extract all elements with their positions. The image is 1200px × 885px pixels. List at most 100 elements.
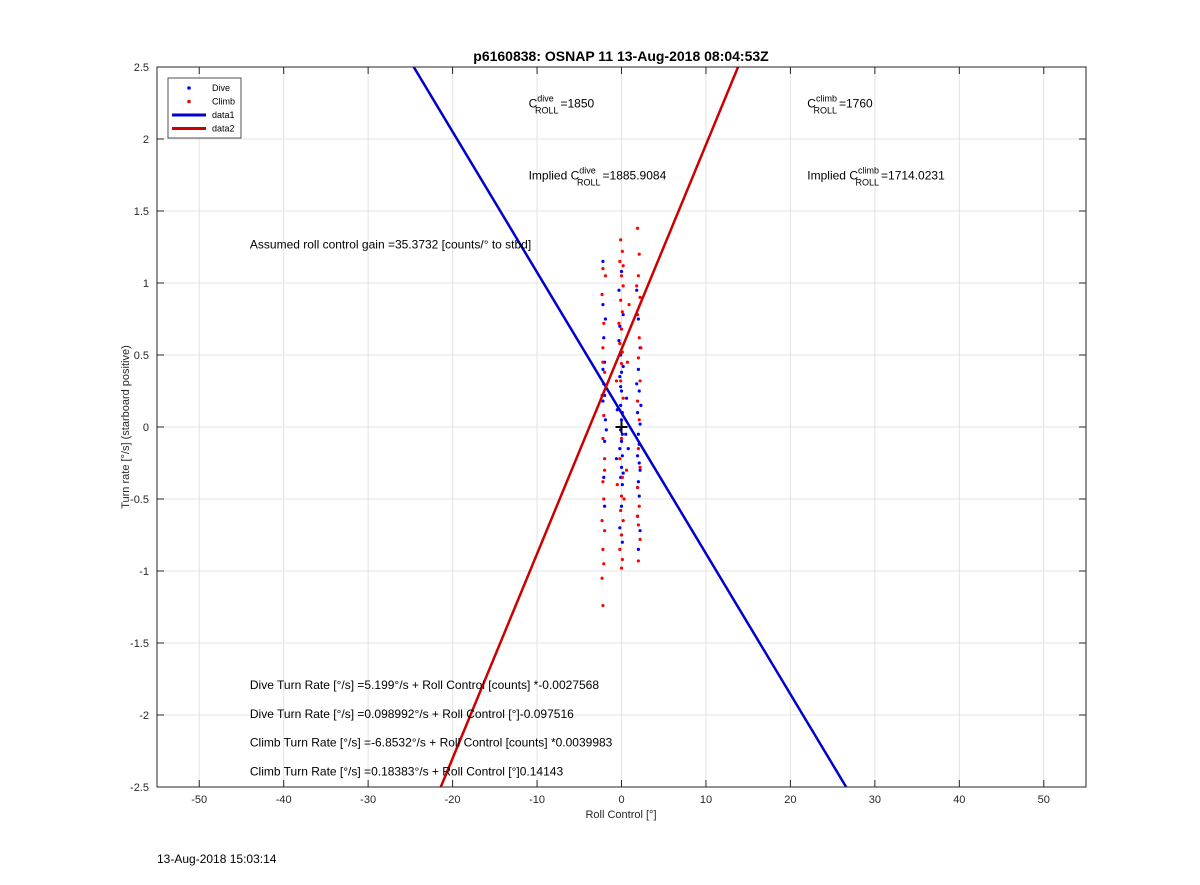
data-point bbox=[618, 341, 622, 346]
data-point bbox=[637, 336, 641, 340]
data-point bbox=[620, 432, 624, 436]
data-point bbox=[638, 465, 642, 469]
data-point bbox=[619, 508, 623, 513]
data-point bbox=[601, 436, 605, 441]
data-point bbox=[619, 465, 624, 469]
x-tick-label: 30 bbox=[869, 794, 881, 806]
legend-marker-dive bbox=[187, 86, 191, 90]
data-point bbox=[601, 603, 605, 608]
data-point bbox=[635, 454, 640, 458]
data-point bbox=[619, 238, 623, 242]
data-point bbox=[635, 226, 640, 230]
data-point bbox=[620, 454, 624, 458]
data-point bbox=[618, 447, 622, 451]
data-point bbox=[621, 264, 625, 268]
data-point bbox=[619, 298, 623, 302]
legend-label: Dive bbox=[212, 83, 230, 93]
annotation-implied-climb: Implied Cclimb ROLL =1714.0231 bbox=[807, 165, 945, 187]
annotation-fit2: Dive Turn Rate [°/s] =0.098992°/s + Roll… bbox=[250, 707, 574, 721]
data-point bbox=[620, 475, 624, 479]
data-point bbox=[638, 468, 642, 472]
data-point bbox=[636, 367, 640, 371]
data-point bbox=[636, 274, 640, 278]
data-point bbox=[615, 483, 619, 487]
data-point bbox=[602, 562, 606, 566]
data-point bbox=[619, 379, 623, 383]
footer-timestamp: 13-Aug-2018 15:03:14 bbox=[157, 852, 277, 866]
data-point bbox=[619, 504, 624, 508]
data-point bbox=[625, 360, 630, 364]
data-point bbox=[619, 436, 624, 441]
data-point bbox=[601, 360, 605, 364]
data-point bbox=[604, 428, 608, 432]
data-point bbox=[603, 504, 607, 508]
data-point bbox=[619, 494, 624, 498]
data-point bbox=[621, 396, 625, 400]
data-point bbox=[603, 457, 607, 461]
legend-label: data2 bbox=[212, 124, 235, 134]
data-point bbox=[624, 468, 629, 472]
series-dive bbox=[601, 259, 643, 552]
data-point bbox=[603, 418, 608, 422]
data-point bbox=[620, 310, 624, 314]
data-point bbox=[603, 468, 607, 472]
data-point bbox=[620, 557, 624, 562]
y-tick-label: -1 bbox=[139, 566, 149, 578]
data-point bbox=[603, 370, 607, 374]
data-point bbox=[618, 457, 622, 461]
data-point bbox=[619, 327, 624, 331]
annotation-c-dive: Cdive ROLL =1850 bbox=[529, 93, 595, 115]
data-point bbox=[637, 418, 641, 422]
data-point bbox=[601, 480, 605, 484]
data-point bbox=[601, 367, 605, 371]
series-climb bbox=[600, 226, 643, 608]
data-point bbox=[638, 422, 642, 426]
data-point bbox=[618, 375, 622, 379]
data-point bbox=[602, 321, 606, 325]
legend-label: data1 bbox=[212, 110, 235, 120]
data-point bbox=[619, 566, 624, 570]
data-point bbox=[601, 547, 605, 552]
y-tick-label: 1.5 bbox=[134, 206, 149, 218]
data-point bbox=[636, 559, 640, 563]
y-tick-label: 1 bbox=[143, 278, 149, 290]
y-axis-label: Turn rate [°/s] (starboard positive) bbox=[120, 345, 132, 509]
annotation-implied-dive: Implied Cdive ROLL =1885.9084 bbox=[529, 165, 667, 187]
data-point bbox=[627, 303, 631, 307]
y-tick-label: -2 bbox=[139, 710, 149, 722]
data-point bbox=[638, 537, 642, 541]
data-point bbox=[601, 399, 605, 403]
data-point bbox=[636, 317, 640, 321]
data-point bbox=[621, 471, 625, 475]
data-point bbox=[635, 411, 640, 415]
fit-line-data1 bbox=[412, 67, 848, 787]
data-point bbox=[619, 403, 623, 407]
data-point bbox=[626, 447, 630, 451]
x-tick-label: -50 bbox=[191, 794, 207, 806]
data-point bbox=[618, 324, 622, 328]
data-point bbox=[602, 497, 606, 501]
data-point bbox=[618, 547, 622, 552]
data-point bbox=[636, 480, 640, 484]
data-point bbox=[637, 389, 641, 393]
data-point bbox=[638, 529, 642, 533]
y-tick-label: 2.5 bbox=[134, 62, 149, 74]
data-point bbox=[619, 385, 623, 389]
legend-label: Climb bbox=[212, 97, 235, 107]
x-tick-label: 50 bbox=[1038, 794, 1050, 806]
data-point bbox=[620, 540, 624, 544]
data-point bbox=[635, 284, 639, 288]
data-point bbox=[601, 346, 605, 350]
data-point bbox=[602, 413, 606, 418]
data-point bbox=[639, 403, 643, 407]
data-point bbox=[635, 288, 639, 292]
data-point bbox=[617, 339, 621, 343]
x-tick-label: 10 bbox=[700, 794, 712, 806]
x-tick-label: 40 bbox=[953, 794, 965, 806]
data-point bbox=[601, 259, 605, 263]
ticks: -50 -40 -30 -20 -10 0 10 20 30 40 50-2.5-2-1.5-1-0… bbox=[130, 62, 1086, 806]
data-point bbox=[617, 321, 621, 325]
data-point bbox=[619, 439, 624, 443]
data-point bbox=[600, 292, 604, 297]
y-tick-label: 2 bbox=[143, 134, 149, 146]
